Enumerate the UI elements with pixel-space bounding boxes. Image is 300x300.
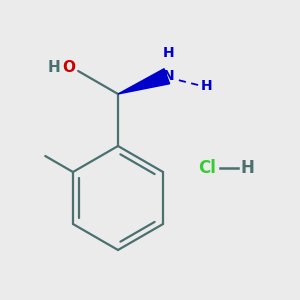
Text: H: H <box>240 159 254 177</box>
Text: H: H <box>201 79 213 93</box>
Text: Cl: Cl <box>198 159 216 177</box>
Polygon shape <box>118 69 170 94</box>
Text: H: H <box>163 46 175 60</box>
Text: O: O <box>62 59 75 74</box>
Text: H: H <box>47 59 60 74</box>
Text: N: N <box>163 69 175 83</box>
